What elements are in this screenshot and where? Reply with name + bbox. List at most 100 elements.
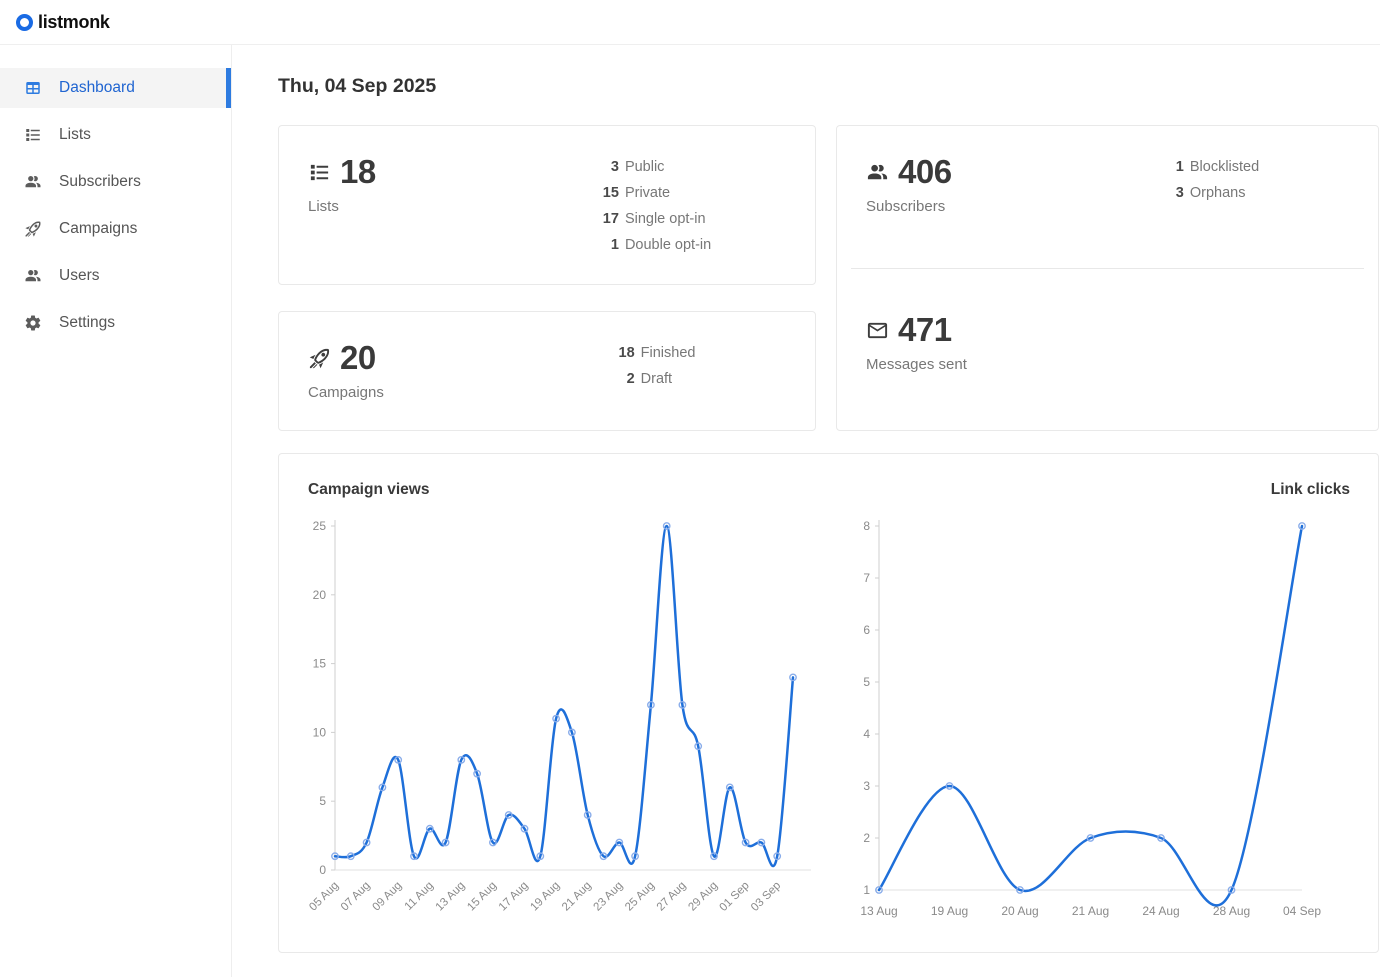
sidebar-item-settings[interactable]: Settings [0,303,231,343]
svg-text:15 Aug: 15 Aug [465,880,499,914]
sidebar-item-label: Settings [59,314,116,331]
svg-text:6: 6 [863,623,870,637]
svg-text:5: 5 [863,675,870,689]
lists-label: Lists [308,198,339,215]
sidebar-item-lists[interactable]: Lists [0,115,231,155]
svg-text:25: 25 [313,519,327,533]
card-divider [851,268,1364,269]
svg-text:19 Aug: 19 Aug [528,880,562,914]
svg-text:19 Aug: 19 Aug [931,904,968,918]
gear-icon [24,314,42,332]
messages-label: Messages sent [866,356,967,373]
svg-text:3: 3 [863,779,870,793]
stat-label: Public [624,159,665,175]
svg-text:03 Sep: 03 Sep [749,880,783,914]
listmonk-logo-icon [16,13,33,31]
page-title: Thu, 04 Sep 2025 [278,75,437,97]
envelope-icon [866,319,889,342]
stat-number: 3 [610,159,619,175]
sidebar-item-campaigns[interactable]: Campaigns [0,209,231,249]
sidebar-item-label: Subscribers [59,173,141,190]
svg-text:21 Aug: 21 Aug [560,880,594,914]
stat-number: 15 [602,185,619,201]
dashboard-icon [24,79,42,97]
svg-text:17 Aug: 17 Aug [497,880,531,914]
svg-text:7: 7 [863,571,870,585]
people-icon [866,161,889,184]
stat-label: Blocklisted [1189,159,1260,175]
stat-number: 2 [626,371,635,387]
rocket-icon [308,347,331,370]
svg-text:20: 20 [313,588,327,602]
stat-number: 1 [610,237,619,253]
sidebar-item-label: Campaigns [59,220,138,237]
svg-text:29 Aug: 29 Aug [686,880,720,914]
subscribers-label: Subscribers [866,198,946,215]
list-icon [24,126,42,144]
sidebar-item-users[interactable]: Users [0,256,231,296]
people-icon [24,173,42,191]
subscribers-count: 406 [898,153,952,190]
svg-text:27 Aug: 27 Aug [655,880,689,914]
svg-text:24 Aug: 24 Aug [1142,904,1179,918]
subscribers-messages-card: 406 Subscribers 1 Blocklisted 3 Orphans [836,125,1379,431]
svg-text:28 Aug: 28 Aug [1213,904,1250,918]
subscribers-breakdown: 1 Blocklisted 3 Orphans [1176,154,1259,268]
charts-card: Campaign views Link clicks 0 5 10 15 20 25 05 … [278,453,1379,953]
link-clicks-chart: 1 2 3 4 5 6 7 8 13 Aug 19 Aug 20 Aug 21 Aug 24 Aug 28… [829,506,1350,942]
main-content: Thu, 04 Sep 2025 18 Lists [232,45,1380,977]
lists-count: 18 [340,153,376,190]
people-icon [24,267,42,285]
svg-text:04 Sep: 04 Sep [1283,904,1321,918]
stat-number: 1 [1175,159,1184,175]
stat-number: 3 [1175,185,1184,201]
brand-name: listmonk [38,11,110,32]
svg-text:5: 5 [319,794,326,808]
sidebar-item-subscribers[interactable]: Subscribers [0,162,231,202]
campaigns-count: 20 [340,339,376,376]
sidebar: Dashboard Lists Subscribers Campaigns Us… [0,45,232,977]
sidebar-item-label: Dashboard [59,79,135,96]
messages-count: 471 [898,311,952,348]
stat-label: Finished [640,345,696,361]
svg-text:15: 15 [313,657,327,671]
sidebar-item-dashboard[interactable]: Dashboard [0,68,231,108]
sidebar-item-label: Lists [59,126,91,143]
svg-text:05 Aug: 05 Aug [308,880,341,914]
stat-label: Orphans [1189,185,1246,201]
campaign-views-title: Campaign views [308,481,430,498]
stat-number: 17 [602,211,619,227]
stat-label: Double opt-in [624,237,712,253]
svg-text:1: 1 [863,883,870,897]
link-clicks-title: Link clicks [1270,481,1350,498]
svg-text:07 Aug: 07 Aug [339,880,373,914]
listmonk-logo[interactable]: listmonk [16,12,110,33]
svg-text:21 Aug: 21 Aug [1072,904,1109,918]
svg-text:10: 10 [313,725,327,739]
lists-breakdown: 3 Public 15 Private 17 Single opt-in 1 D… [603,154,711,258]
svg-text:8: 8 [863,519,870,533]
svg-text:0: 0 [319,863,326,877]
svg-text:25 Aug: 25 Aug [623,880,657,914]
lists-card: 18 Lists 3 Public 15 Private 17 Single o… [278,125,816,285]
svg-text:13 Aug: 13 Aug [860,904,897,918]
link-clicks-plot: 1 2 3 4 5 6 7 8 13 Aug 19 Aug 20 Aug 21 Aug 24 Aug 28… [860,519,1321,918]
campaigns-breakdown: 18 Finished 2 Draft [619,340,696,401]
campaigns-label: Campaigns [308,384,384,401]
stat-label: Single opt-in [624,211,706,227]
stat-label: Private [624,185,671,201]
campaigns-card: 20 Campaigns 18 Finished 2 Draft [278,311,816,431]
stat-number: 18 [618,345,635,361]
campaign-views-chart: 0 5 10 15 20 25 05 Aug 07 Aug 09 Aug 11 Aug 13 Aug… [308,506,829,942]
list-icon [308,161,331,184]
svg-text:01 Sep: 01 Sep [717,880,751,914]
svg-text:20 Aug: 20 Aug [1001,904,1038,918]
svg-text:2: 2 [863,831,870,845]
svg-text:23 Aug: 23 Aug [592,880,626,914]
topbar: listmonk [0,0,1380,45]
svg-text:4: 4 [863,727,870,741]
sidebar-item-label: Users [59,267,100,284]
rocket-icon [24,220,42,238]
svg-text:11 Aug: 11 Aug [403,880,436,913]
